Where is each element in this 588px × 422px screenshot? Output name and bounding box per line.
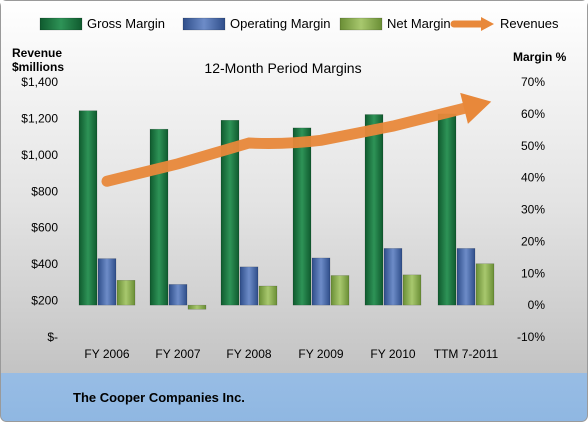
revenues-line xyxy=(101,102,472,187)
gross-margin-bar xyxy=(364,114,384,306)
left-tick-label: $- xyxy=(47,330,58,344)
left-axis-label-line1: Revenue xyxy=(12,46,62,60)
right-tick-label: 70% xyxy=(521,75,545,89)
net-margin-bar xyxy=(258,285,278,306)
gross-margin-bar xyxy=(149,128,169,306)
gross-margin-bar xyxy=(220,120,240,306)
legend-swatch-gross-margin xyxy=(39,17,83,31)
right-tick-label: 0% xyxy=(528,298,546,312)
operating-margin-bar xyxy=(97,258,117,306)
category-label: FY 2009 xyxy=(298,347,343,361)
left-tick-label: $1,200 xyxy=(21,111,58,125)
right-tick-label: 30% xyxy=(521,203,545,217)
legend-label: Net Margin xyxy=(387,16,451,31)
left-tick-label: $1,400 xyxy=(21,75,58,89)
legend-label: Revenues xyxy=(500,16,559,31)
gross-margin-bar xyxy=(292,127,312,306)
gross-margin-bar xyxy=(78,110,98,306)
chart-title: 12-Month Period Margins xyxy=(204,60,361,76)
category-label: TTM 7-2011 xyxy=(434,347,499,361)
left-tick-label: $1,000 xyxy=(21,148,58,162)
revenues-series xyxy=(101,92,492,187)
category-label: FY 2007 xyxy=(155,347,200,361)
operating-margin-bar xyxy=(239,266,259,306)
net-margin-bar xyxy=(187,304,207,310)
right-tick-label: -10% xyxy=(517,330,545,344)
operating-margin-bar xyxy=(168,284,188,306)
legend: Gross Margin Operating Margin Net Margin Re… xyxy=(39,16,559,31)
net-margin-bar xyxy=(330,275,350,306)
left-tick-label: $200 xyxy=(31,294,58,308)
legend-swatch-operating-margin xyxy=(182,17,226,31)
legend-label: Gross Margin xyxy=(87,16,165,31)
right-tick-label: 10% xyxy=(521,266,545,280)
right-tick-label: 60% xyxy=(521,107,545,121)
left-tick-label: $800 xyxy=(31,184,58,198)
left-axis-label-line2: $millions xyxy=(12,60,64,74)
revenues-arrowhead xyxy=(460,92,492,124)
category-axis: FY 2006 FY 2007 FY 2008 FY 2009 FY 2010 TTM 7… xyxy=(84,347,498,361)
legend-arrowhead xyxy=(481,17,494,31)
gross-margin-bar xyxy=(437,113,457,306)
right-tick-label: 50% xyxy=(521,139,545,153)
operating-margin-bar xyxy=(383,248,403,306)
left-axis: $- $200 $400 $600 $800 $1,000 $1,200 $1,400 xyxy=(21,75,58,344)
right-tick-label: 20% xyxy=(521,234,545,248)
left-tick-label: $600 xyxy=(31,221,58,235)
category-label: FY 2008 xyxy=(226,347,271,361)
left-tick-label: $400 xyxy=(31,257,58,271)
operating-margin-bar xyxy=(456,248,476,306)
right-axis-label: Margin % xyxy=(513,50,567,64)
right-tick-label: 40% xyxy=(521,171,545,185)
category-label: FY 2006 xyxy=(84,347,129,361)
net-margin-bar xyxy=(116,280,136,306)
legend-label: Operating Margin xyxy=(230,16,330,31)
net-margin-bar xyxy=(475,263,495,306)
right-axis: -10% 0% 10% 20% 30% 40% 50% 60% 70% xyxy=(517,75,545,344)
category-label: FY 2010 xyxy=(370,347,415,361)
legend-swatch-net-margin xyxy=(339,17,383,31)
operating-margin-bar xyxy=(311,257,331,306)
company-name: The Cooper Companies Inc. xyxy=(73,390,245,405)
net-margin-bar xyxy=(402,274,422,306)
bars xyxy=(78,110,495,310)
